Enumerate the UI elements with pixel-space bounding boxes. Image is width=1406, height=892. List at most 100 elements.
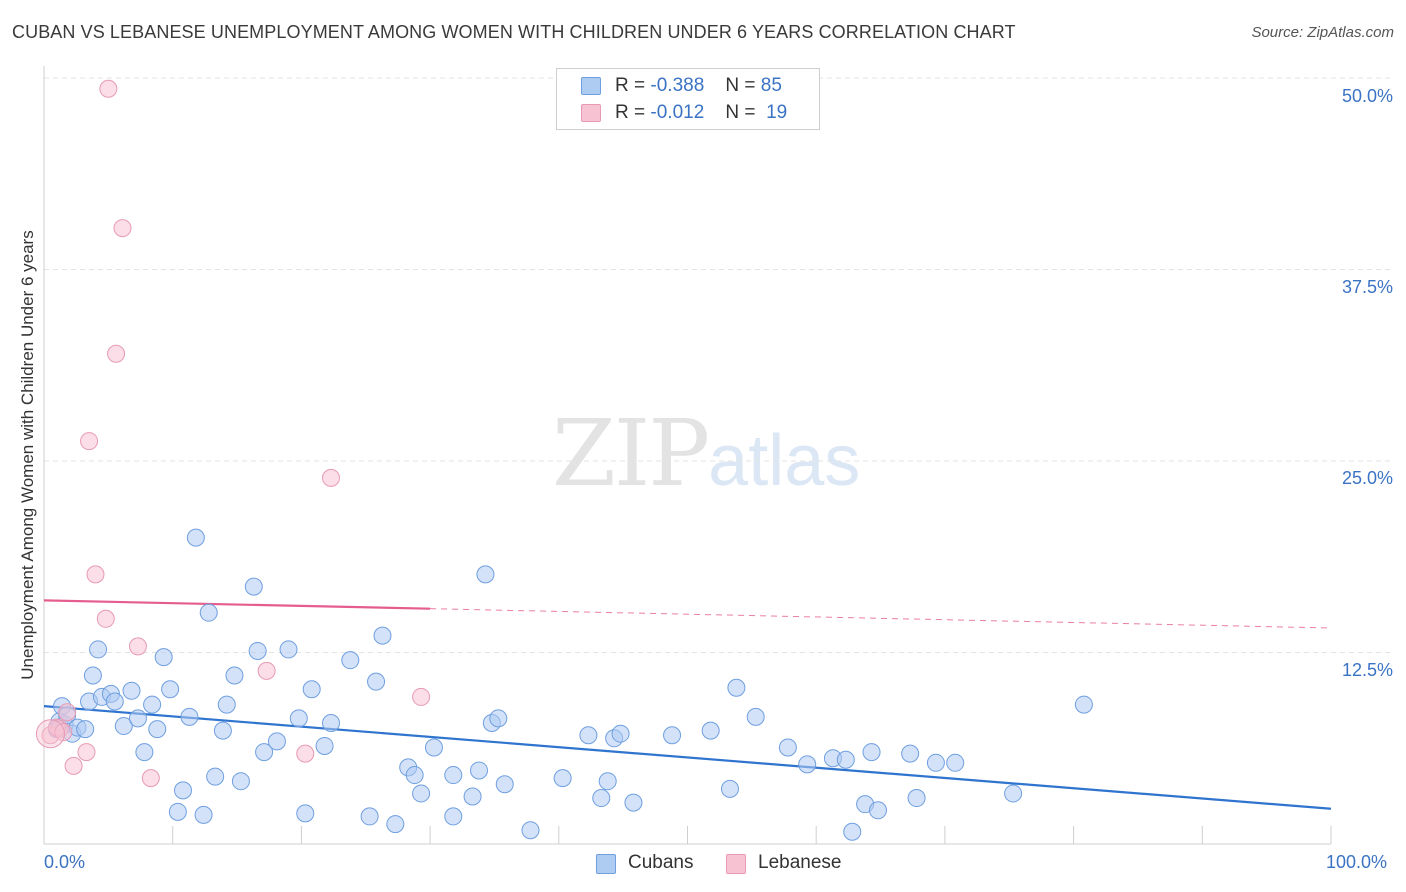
trend-line-cubans [43, 705, 1332, 810]
point-cubans [122, 681, 141, 700]
x-tick-label-100: 100.0% [1326, 852, 1388, 872]
watermark: ZIPatlas [552, 400, 860, 507]
point-cubans [302, 680, 321, 699]
point-lebanese [80, 432, 99, 451]
point-cubans [231, 772, 250, 791]
point-cubans [946, 753, 965, 772]
legend-r-label: R = [615, 75, 646, 96]
point-cubans [862, 743, 881, 762]
point-cubans [244, 577, 263, 596]
point-cubans [907, 789, 926, 808]
point-lebanese [99, 79, 118, 98]
stats-legend: R = -0.388 N = 85 R = -0.012 N = 19 [556, 68, 820, 130]
point-cubans [1074, 695, 1093, 714]
point-cubans [206, 767, 225, 786]
x-tick-label-0: 0.0% [44, 852, 86, 872]
point-cubans [322, 713, 341, 732]
point-cubans [373, 626, 392, 645]
point-cubans [836, 750, 855, 769]
point-cubans [128, 709, 147, 728]
chart-title: CUBAN VS LEBANESE UNEMPLOYMENT AMONG WOM… [12, 22, 1016, 42]
source-label: Source: ZipAtlas.com [1251, 24, 1394, 41]
point-lebanese [96, 609, 115, 628]
y-tick-label-25: 25.0% [1341, 468, 1393, 488]
legend-label-lebanese: Lebanese [758, 852, 842, 873]
point-cubans [624, 793, 643, 812]
point-cubans [315, 736, 334, 755]
point-cubans [360, 807, 379, 826]
legend-swatch-lebanese [581, 104, 601, 122]
point-cubans [248, 641, 267, 660]
legend-r-label: R = [615, 102, 646, 123]
point-cubans [701, 721, 720, 740]
point-lebanese [64, 756, 83, 775]
point-cubans [194, 805, 213, 824]
point-lebanese [296, 744, 315, 763]
point-cubans [444, 766, 463, 785]
point-cubans [489, 709, 508, 728]
point-lebanese [412, 687, 431, 706]
gridlines [44, 77, 1394, 653]
point-cubans [778, 738, 797, 757]
point-cubans [746, 707, 765, 726]
point-lebanese [113, 219, 132, 238]
point-cubans [367, 672, 386, 691]
legend-r-value-cubans: -0.388 [650, 75, 705, 96]
legend-n-value-lebanese: 19 [766, 102, 788, 123]
point-cubans [663, 726, 682, 745]
point-cubans [495, 775, 514, 794]
point-cubans [1004, 784, 1023, 803]
trend-line-lebanese [43, 599, 431, 610]
point-cubans [611, 724, 630, 743]
point-cubans [598, 772, 617, 791]
point-cubans [83, 666, 102, 685]
point-cubans [296, 804, 315, 823]
point-cubans [186, 528, 205, 547]
point-cubans [161, 680, 180, 699]
point-cubans [114, 717, 133, 736]
legend-label-cubans: Cubans [628, 852, 694, 873]
point-cubans [213, 721, 232, 740]
point-lebanese [107, 344, 126, 363]
y-tick-label-37-5: 37.5% [1341, 277, 1393, 297]
series-legend: Cubans Lebanese [0, 852, 1406, 882]
point-cubans [412, 784, 431, 803]
axes [43, 66, 1332, 845]
point-cubans [289, 709, 308, 728]
legend-text-lebanese: R = -0.012 N = 19 [615, 102, 787, 124]
point-cubans [148, 720, 167, 739]
point-cubans [553, 769, 572, 788]
point-cubans [727, 678, 746, 697]
data-points [35, 79, 1093, 841]
point-cubans [255, 743, 274, 762]
point-cubans [424, 738, 443, 757]
trend-lines [43, 599, 1332, 810]
point-lebanese [77, 743, 96, 762]
point-lebanese [86, 565, 105, 584]
point-lebanese [54, 723, 73, 742]
point-cubans [168, 802, 187, 821]
y-tick-label-12-5: 12.5% [1341, 660, 1393, 680]
point-cubans [143, 695, 162, 714]
point-cubans [798, 755, 817, 774]
point-lebanese [128, 637, 147, 656]
point-lebanese [141, 769, 160, 788]
legend-n-value-cubans: 85 [760, 75, 782, 96]
legend-r-value-lebanese: -0.012 [650, 102, 705, 123]
point-cubans [199, 603, 218, 622]
point-lebanese [322, 468, 341, 487]
point-lebanese [58, 703, 77, 722]
point-cubans [173, 781, 192, 800]
point-cubans [476, 565, 495, 584]
point-cubans [463, 787, 482, 806]
point-cubans [868, 801, 887, 820]
point-cubans [225, 666, 244, 685]
point-cubans [386, 815, 405, 834]
point-cubans [89, 640, 108, 659]
point-cubans [267, 732, 286, 751]
point-cubans [135, 743, 154, 762]
legend-swatch-cubans [596, 854, 616, 874]
point-cubans [279, 640, 298, 659]
point-cubans [217, 695, 236, 714]
legend-n-label: N = [725, 102, 756, 123]
